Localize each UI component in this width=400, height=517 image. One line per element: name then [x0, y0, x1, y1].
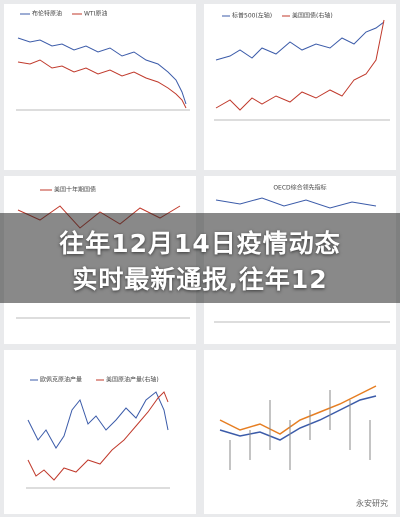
legend-label: 美国原油产量(右轴) [106, 376, 159, 384]
line [215, 197, 377, 209]
line [27, 391, 169, 481]
panel: 永安研究 [204, 350, 396, 514]
line [17, 37, 187, 105]
line [27, 391, 169, 449]
legend-label: 标普500(左轴) [232, 12, 272, 20]
line [215, 21, 385, 61]
panel: 标普500(左轴) 美国国债(右轴) [204, 4, 396, 170]
panel: 布伦特原油 WTI原油 [4, 4, 196, 170]
line [17, 59, 187, 109]
overlay-title-line: 实时最新通报,往年12 [72, 265, 328, 294]
legend-label: WTI原油 [84, 10, 107, 18]
panel: 欧佩克原油产量 美国原油产量(右轴) [4, 350, 196, 514]
legend-label: 美国十年期国债 [54, 186, 96, 194]
panel-bg [4, 4, 196, 170]
watermark: 永安研究 [356, 498, 388, 508]
panel-bg [4, 350, 196, 514]
bars [229, 390, 371, 470]
line [215, 19, 385, 111]
legend-label: 美国国债(右轴) [292, 12, 333, 20]
title-overlay [0, 213, 400, 303]
legend-label: 布伦特原油 [32, 10, 62, 18]
line [219, 395, 377, 441]
legend-label: 欧佩克原油产量 [40, 376, 82, 384]
overlay-title-line: 往年12月14日疫情动态 [59, 229, 341, 258]
panel-title: OECD综合领先指标 [273, 184, 326, 192]
panel-bg [204, 4, 396, 170]
panel-bg [204, 350, 396, 514]
line [219, 385, 377, 435]
